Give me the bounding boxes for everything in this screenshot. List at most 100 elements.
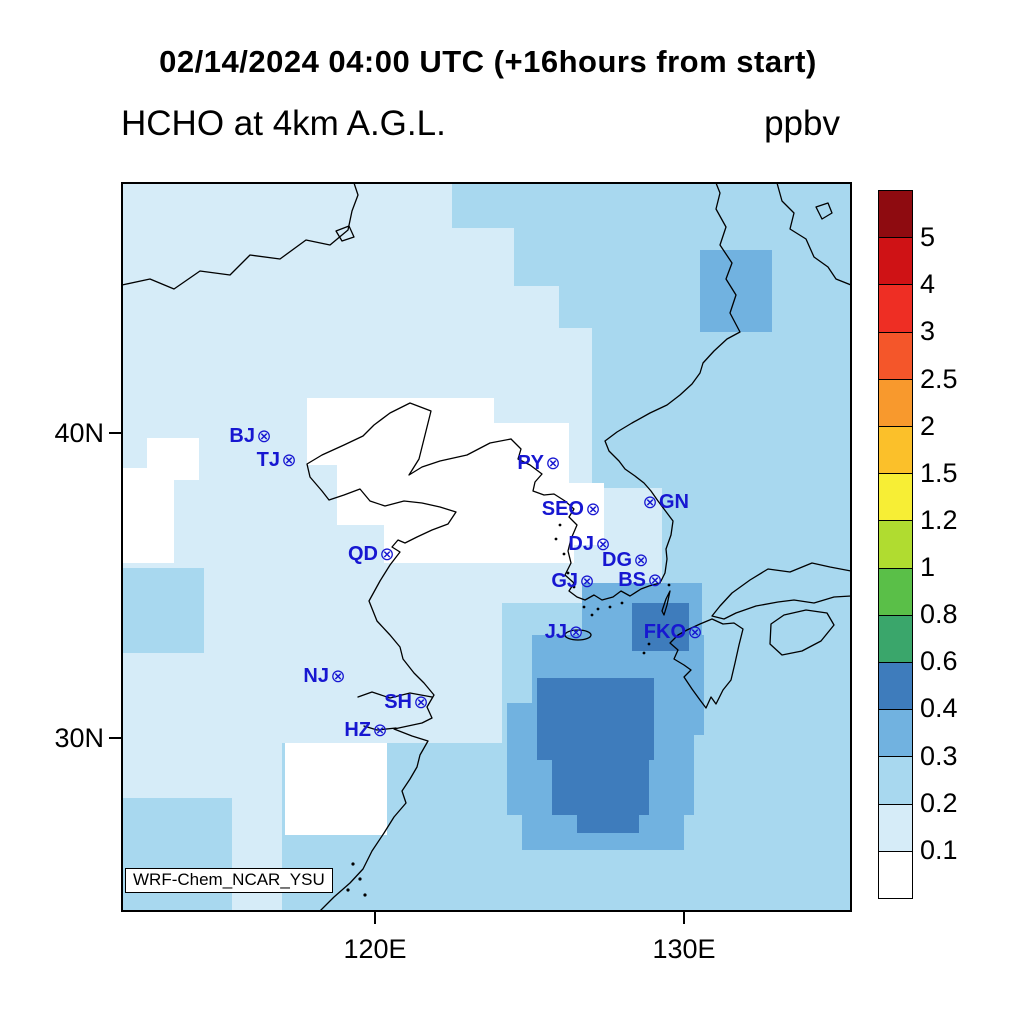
lake-northwest	[335, 225, 355, 242]
colorbar-cell	[879, 427, 912, 475]
variable-title: HCHO at 4km A.G.L.	[121, 104, 446, 143]
station-marker-dj: ⊗	[595, 534, 610, 555]
colorbar-cell	[879, 191, 912, 239]
station-marker-tj: ⊗	[281, 450, 296, 471]
colorbar-tick-label: 1.5	[920, 457, 958, 488]
station-label-gj: GJ	[551, 570, 578, 592]
colorbar-cell	[879, 474, 912, 522]
colorbar-cell	[879, 757, 912, 805]
colorbar-cell	[879, 285, 912, 333]
station-marker-gn: ⊗	[642, 492, 657, 513]
station-marker-py: ⊗	[545, 453, 560, 474]
coastline-northeast	[776, 183, 851, 286]
contour-region-0.2-0.3	[514, 228, 851, 286]
station-label-seo: SEO	[542, 498, 584, 520]
station-label-dj: DJ	[568, 533, 594, 555]
x-axis-label-120e: 120E	[343, 934, 407, 964]
station-marker-seo: ⊗	[585, 499, 600, 520]
contour-region-0.4-0.6	[577, 793, 639, 833]
contour-field: ⊗BJ⊗TJ ⊗PY⊗SEO ⊗ GN⊗QD ⊗DJ⊗DG⊗GJ ⊗BS⊗JJ ⊗FKO⊗N…	[122, 183, 851, 911]
station-marker-dg: ⊗	[633, 550, 648, 571]
colorbar-tick-label: 0.6	[920, 646, 958, 677]
station-marker-qd: ⊗	[379, 544, 394, 565]
station-marker-nj: ⊗	[330, 666, 345, 687]
colorbar-cell	[879, 710, 912, 758]
contour-region-0.2-0.3	[452, 183, 851, 228]
contour-region-0.2-0.3	[122, 798, 232, 911]
coastline-shikoku	[769, 609, 835, 656]
contour-region-0.3-0.4	[700, 250, 772, 332]
contour-region-under-0.1	[502, 483, 604, 545]
map-frame	[121, 182, 852, 912]
y-axis-label-30n: 30N	[54, 723, 104, 753]
contour-region-under-0.1	[122, 468, 174, 563]
coastlines	[122, 183, 851, 911]
station-label-jj: JJ	[545, 621, 567, 643]
x-axis-label-130e: 130E	[652, 934, 716, 964]
contour-region-0.2-0.3	[122, 568, 204, 653]
colorbar-cell	[879, 332, 912, 380]
station-label-dg: DG	[602, 549, 632, 571]
coastline-honshu	[711, 562, 851, 620]
colorbar-cell	[879, 379, 912, 428]
colorbar-tick-label: 0.2	[920, 787, 958, 818]
colorbar-cell	[879, 521, 912, 569]
station-marker-jj: ⊗	[568, 622, 583, 643]
small-islands	[346, 523, 671, 897]
colorbar-tick-label: 0.3	[920, 740, 958, 771]
river-qiantang	[363, 725, 397, 731]
coastline-china	[306, 402, 512, 911]
colorbar-cell	[879, 615, 912, 664]
colorbar-tick-label: 1	[920, 552, 936, 583]
station-label-tj: TJ	[257, 449, 280, 471]
colorbar	[878, 190, 913, 899]
contour-region-0.4-0.6	[632, 603, 689, 651]
island-jeju	[564, 629, 592, 641]
contour-region-under-0.1	[285, 743, 387, 835]
island-tsushima	[661, 590, 671, 616]
colorbar-cell	[879, 238, 912, 286]
y-axis-label-40n: 40N	[54, 418, 104, 448]
colorbar-labels: 5 4 3 2.5 2 1.5 1.2 1 0.8 0.6 0.4 0.3 0.2 0.1	[920, 190, 1010, 897]
units-label: ppbv	[764, 104, 840, 143]
station-label-sh: SH	[384, 691, 412, 713]
colorbar-tick-label: 5	[920, 222, 936, 253]
station-label-hz: HZ	[344, 719, 371, 741]
contour-region-under-0.1	[147, 438, 199, 480]
station-label-qd: QD	[348, 543, 378, 565]
contour-region-0.2-0.3	[592, 328, 851, 488]
river-yangtze	[357, 691, 433, 699]
colorbar-cell	[879, 804, 912, 852]
colorbar-tick-label: 0.4	[920, 693, 958, 724]
station-marker-gj: ⊗	[579, 571, 594, 592]
island-northeast	[815, 202, 833, 220]
station-label-gn: GN	[659, 491, 689, 513]
coastline-kyushu	[669, 618, 744, 709]
station-label-bj: BJ	[229, 425, 255, 447]
station-label-py: PY	[517, 452, 544, 474]
colorbar-tick-label: 2	[920, 410, 936, 441]
station-label-fko: FKO	[644, 621, 686, 643]
border-northwest	[122, 183, 359, 290]
colorbar-tick-label: 2.5	[920, 363, 958, 394]
station-marker-sh: ⊗	[413, 692, 428, 713]
coastline-korea	[510, 183, 741, 601]
station-label-nj: NJ	[303, 665, 329, 687]
colorbar-cell	[879, 663, 912, 711]
plot-title: 02/14/2024 04:00 UTC (+16hours from star…	[159, 44, 817, 79]
station-label-bs: BS	[618, 569, 646, 591]
station-markers: ⊗BJ⊗TJ ⊗PY⊗SEO ⊗ GN⊗QD ⊗DJ⊗DG⊗GJ ⊗BS⊗JJ ⊗FKO⊗N…	[229, 425, 702, 741]
model-watermark: WRF-Chem_NCAR_YSU	[125, 868, 333, 893]
colorbar-cell	[879, 568, 912, 616]
axis-ticks	[109, 432, 685, 924]
colorbar-tick-label: 1.2	[920, 504, 958, 535]
station-marker-bs: ⊗	[647, 570, 662, 591]
colorbar-tick-label: 0.8	[920, 599, 958, 630]
colorbar-cell	[879, 851, 912, 899]
station-marker-fko: ⊗	[687, 622, 702, 643]
colorbar-tick-label: 3	[920, 316, 936, 347]
station-marker-bj: ⊗	[256, 426, 271, 447]
station-marker-hz: ⊗	[372, 720, 387, 741]
